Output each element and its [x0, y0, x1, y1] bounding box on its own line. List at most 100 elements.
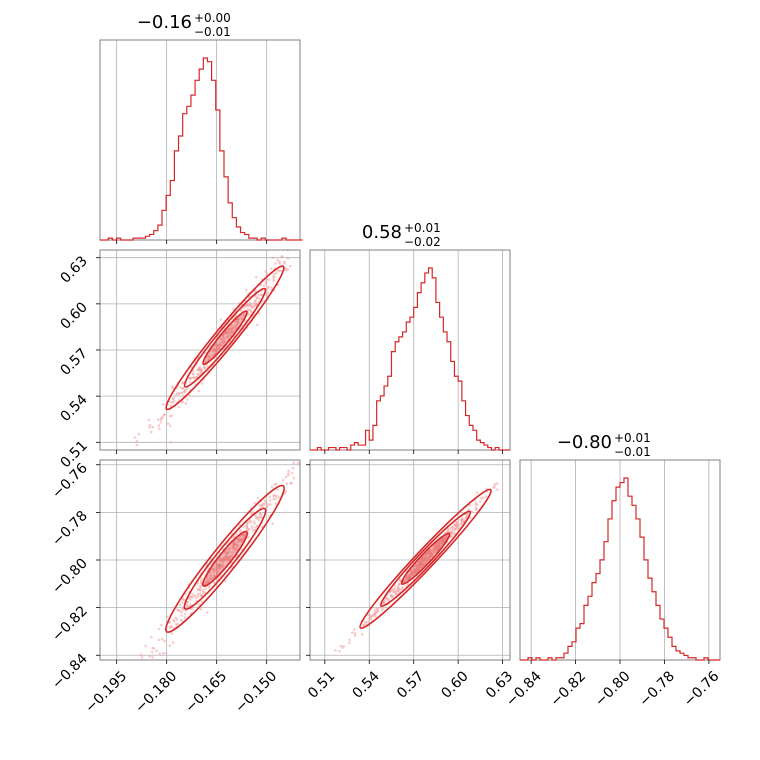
scatter-point: [495, 482, 499, 485]
scatter-point: [159, 420, 162, 424]
scatter-point: [455, 521, 458, 524]
y-tick-label: 0.57: [57, 346, 90, 379]
panel-frame: [309, 249, 511, 451]
scatter-point: [191, 369, 195, 373]
scatter-point: [495, 488, 499, 491]
scatter-point: [287, 474, 290, 477]
scatter-point: [329, 427, 332, 430]
scatter-point: [197, 373, 200, 376]
scatter-point: [322, 227, 325, 230]
scatter-point: [219, 318, 223, 321]
scatter-point: [218, 347, 222, 350]
scatter-point: [158, 652, 162, 655]
scatter-point: [225, 335, 229, 339]
scatter-point: [157, 424, 161, 427]
scatter-point: [234, 543, 237, 547]
histogram-step-line: [520, 477, 720, 661]
scatter-point: [281, 478, 285, 482]
scatter-point: [178, 609, 181, 613]
scatter-point: [218, 343, 222, 347]
scatter-point: [268, 499, 272, 502]
title-median: −0.80: [557, 432, 612, 453]
scatter-point: [161, 402, 165, 406]
scatter-point: [251, 529, 255, 532]
scatter-point: [179, 386, 182, 389]
scatter-point: [148, 425, 151, 429]
scatter-point: [242, 525, 245, 529]
histogram-title: −0.16 +0.00−0.01: [137, 11, 231, 39]
scatter-point: [248, 304, 252, 307]
scatter-point: [350, 631, 354, 635]
scatter-point: [135, 439, 139, 443]
scatter-point: [92, 726, 95, 729]
scatter-point: [171, 641, 175, 644]
y-tick-label: −0.84: [49, 651, 91, 693]
scatter-point: [205, 611, 209, 614]
scatter-point: [474, 507, 478, 511]
scatter-point: [168, 424, 172, 428]
scatter-point: [271, 256, 275, 260]
scatter-point: [266, 503, 270, 506]
scatter-point: [169, 441, 173, 444]
scatter-point: [433, 544, 437, 548]
scatter-point: [389, 589, 393, 593]
scatter-point: [197, 588, 200, 591]
scatter-point: [147, 418, 151, 422]
scatter-point: [164, 651, 168, 655]
scatter-point: [435, 548, 439, 552]
scatter-point: [445, 535, 449, 538]
scatter-point: [427, 551, 431, 554]
scatter-point: [291, 236, 294, 239]
scatter-point: [274, 262, 277, 265]
scatter-point: [135, 661, 138, 664]
scatter-point: [255, 302, 258, 306]
scatter-points: [133, 227, 325, 447]
scatter-point: [261, 289, 264, 293]
scatter-point: [450, 534, 453, 538]
scatter-point: [446, 529, 450, 532]
scatter-point: [217, 567, 221, 571]
scatter-point: [180, 619, 184, 622]
scatter-point: [261, 502, 265, 506]
scatter-point: [442, 539, 446, 543]
contour-level-3: [165, 484, 285, 633]
scatter-point: [196, 594, 200, 598]
histogram-title: −0.80 +0.01−0.01: [557, 431, 651, 459]
scatter-point: [213, 567, 216, 571]
scatter-point: [484, 495, 488, 498]
histogram-panel-0: −0.16 +0.00−0.01: [99, 11, 303, 244]
scatter-point: [199, 579, 203, 583]
scatter-point: [150, 650, 154, 654]
scatter-point: [373, 612, 377, 615]
scatter-point: [326, 432, 329, 435]
scatter-point: [277, 496, 281, 500]
y-tick-label: −0.82: [49, 603, 91, 645]
scatter-point: [247, 536, 250, 539]
scatter-point: [428, 554, 431, 558]
scatter-point: [133, 436, 137, 439]
x-tick-label: −0.76: [681, 668, 723, 710]
scatter-point: [198, 592, 202, 596]
scatter-point: [257, 518, 261, 522]
scatter-point: [173, 620, 176, 623]
title-plus: +0.01: [614, 431, 651, 445]
scatter-point: [478, 500, 482, 503]
scatter-point: [254, 295, 257, 298]
title-minus: −0.01: [614, 445, 651, 459]
scatter-point: [377, 606, 381, 610]
scatter-point: [260, 283, 263, 287]
scatter-point: [269, 503, 272, 506]
scatter-point: [275, 271, 278, 274]
histogram-step-line: [100, 57, 303, 241]
scatter-point: [174, 616, 177, 620]
scatter-point: [200, 370, 204, 374]
scatter-point: [381, 607, 384, 610]
scatter-point: [189, 598, 192, 601]
scatter-point: [231, 546, 235, 549]
scatter-point: [189, 595, 192, 599]
scatter-point: [208, 577, 211, 581]
scatter-point: [171, 401, 175, 404]
scatter-point: [183, 612, 187, 616]
scatter-point: [152, 646, 156, 650]
scatter-point: [216, 572, 219, 575]
